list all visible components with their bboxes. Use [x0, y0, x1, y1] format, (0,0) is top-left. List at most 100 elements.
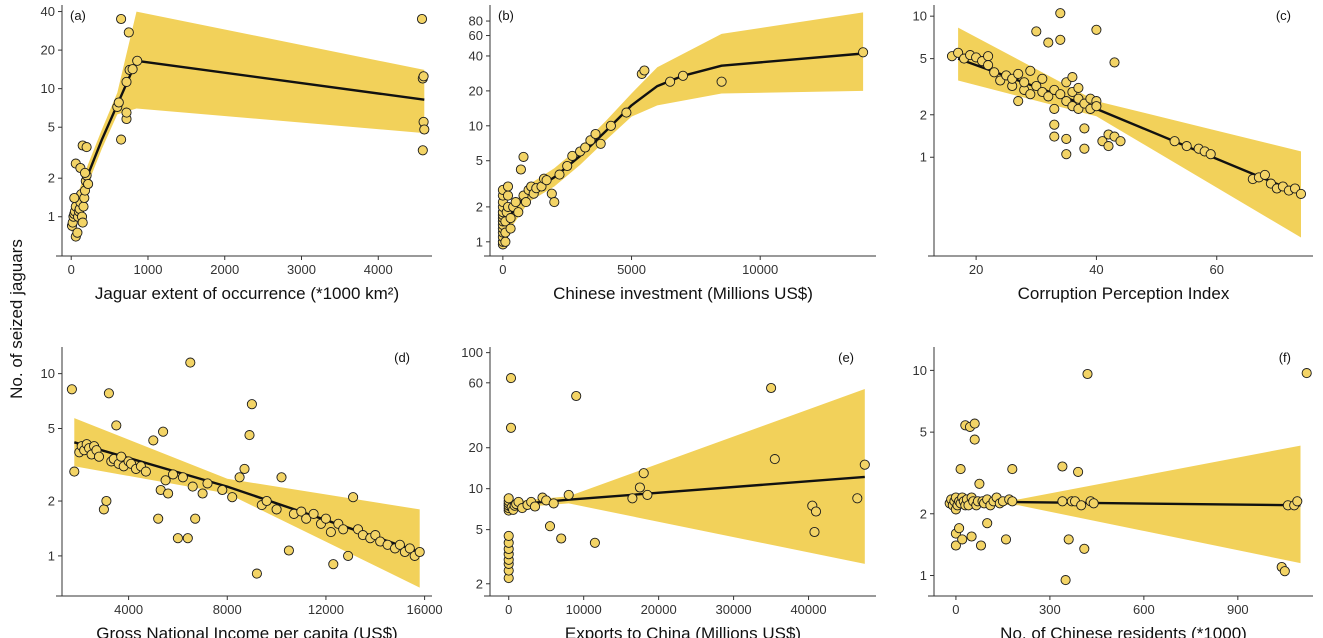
data-point	[502, 190, 514, 201]
data-point	[1067, 72, 1078, 83]
data-point	[1025, 65, 1036, 76]
y-tick-label: 20	[41, 43, 55, 58]
y-tick-label: 5	[476, 522, 483, 537]
y-tick-label: 80	[469, 14, 483, 29]
data-point	[950, 540, 961, 551]
data-point	[1091, 24, 1102, 35]
data-point	[98, 504, 109, 515]
x-tick-label: 12000	[308, 602, 344, 617]
data-point	[1031, 80, 1042, 92]
data-point	[548, 498, 559, 509]
data-point	[677, 70, 689, 81]
x-tick-label: 1000	[134, 262, 163, 277]
data-point	[1043, 37, 1054, 48]
data-point	[1079, 543, 1090, 554]
y-tick-label: 1	[920, 150, 927, 165]
data-point	[621, 107, 632, 118]
data-point	[766, 382, 777, 394]
data-point	[1007, 464, 1018, 475]
data-point	[1279, 566, 1290, 577]
panel-letter: (f)	[1279, 350, 1291, 365]
data-point	[1057, 496, 1068, 507]
x-tick-label: 0	[952, 602, 959, 617]
y-tick-label: 1	[920, 568, 927, 583]
confidence-band	[502, 12, 864, 240]
data-point	[505, 213, 516, 224]
data-point	[1079, 143, 1090, 154]
x-tick-label: 0	[499, 262, 506, 277]
y-tick-label: 10	[41, 366, 55, 381]
data-point	[1073, 82, 1084, 93]
panel-letter: (b)	[498, 8, 514, 23]
data-point	[1013, 68, 1024, 79]
panel-letter: (c)	[1276, 8, 1291, 23]
data-point	[590, 128, 601, 140]
data-point	[567, 150, 578, 161]
data-point	[271, 504, 282, 515]
data-point	[103, 388, 114, 399]
data-point	[404, 543, 415, 554]
data-point	[140, 466, 151, 477]
data-point	[416, 13, 428, 25]
data-point	[665, 76, 676, 87]
data-point	[502, 181, 514, 192]
data-point	[197, 488, 208, 499]
data-point	[343, 550, 354, 561]
data-point	[544, 521, 556, 532]
data-point	[769, 454, 780, 465]
data-point	[1055, 34, 1066, 45]
data-point	[556, 533, 567, 544]
data-point	[969, 418, 980, 429]
data-point	[589, 537, 600, 548]
data-point	[1301, 368, 1312, 379]
data-point	[505, 373, 517, 384]
data-point	[1049, 131, 1060, 142]
data-point	[1060, 575, 1071, 586]
data-point	[276, 472, 287, 483]
data-point	[153, 513, 164, 524]
data-point	[605, 120, 616, 131]
data-point	[1088, 498, 1099, 509]
data-point	[580, 142, 591, 153]
data-point	[627, 493, 638, 504]
data-point	[520, 197, 532, 208]
data-point	[83, 178, 94, 190]
data-point	[859, 459, 870, 470]
y-tick-label: 40	[41, 4, 55, 19]
data-point	[1073, 466, 1084, 477]
data-point	[955, 464, 966, 475]
data-point	[1037, 73, 1048, 84]
data-point	[982, 518, 993, 529]
data-point	[163, 488, 174, 499]
x-axis-title: Jaguar extent of occurrence (*1000 km²)	[95, 284, 399, 303]
data-point	[217, 484, 228, 496]
confidence-band	[74, 418, 420, 588]
data-point	[595, 138, 606, 149]
data-point	[296, 506, 307, 517]
data-point	[1049, 103, 1060, 114]
data-point	[160, 475, 171, 486]
x-tick-label: 30000	[716, 602, 752, 617]
data-point	[1025, 89, 1036, 100]
data-point	[101, 495, 112, 507]
data-point	[417, 145, 428, 156]
y-tick-label: 5	[920, 425, 927, 440]
data-point	[394, 539, 405, 550]
data-point	[983, 60, 994, 71]
data-point	[182, 533, 193, 544]
data-point	[1019, 77, 1030, 88]
data-point	[563, 489, 574, 500]
y-tick-label: 10	[913, 9, 927, 24]
y-tick-label: 10	[469, 481, 483, 496]
data-point	[549, 197, 560, 208]
data-point	[518, 151, 529, 162]
y-tick-label: 2	[920, 107, 927, 122]
x-tick-label: 5000	[617, 262, 646, 277]
data-point	[1103, 141, 1114, 152]
x-tick-label: 300	[1039, 602, 1061, 617]
x-tick-label: 0	[68, 262, 75, 277]
data-point	[500, 236, 511, 247]
data-point	[975, 540, 987, 551]
data-point	[1295, 188, 1307, 199]
